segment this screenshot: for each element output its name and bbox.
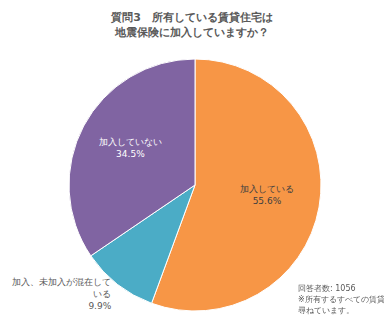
html-text:質問3 所有している賃貸住宅は: 質問3 所有している賃貸住宅は [111,11,273,24]
html-text:回答者数: 1056: 回答者数: 1056 [298,284,356,293]
svg-text:加入していない34.5%: 加入していない34.5% [99,137,162,159]
svg-text:加入、未加入が混在している9.9%: 加入、未加入が混在している9.9% [12,277,111,311]
svg-text:加入している55.6%: 加入している55.6% [240,184,294,206]
html-text:地震保険に加入していますか？: 地震保険に加入していますか？ [115,26,269,39]
html-text:尋ねています。: 尋ねています。 [298,306,354,315]
